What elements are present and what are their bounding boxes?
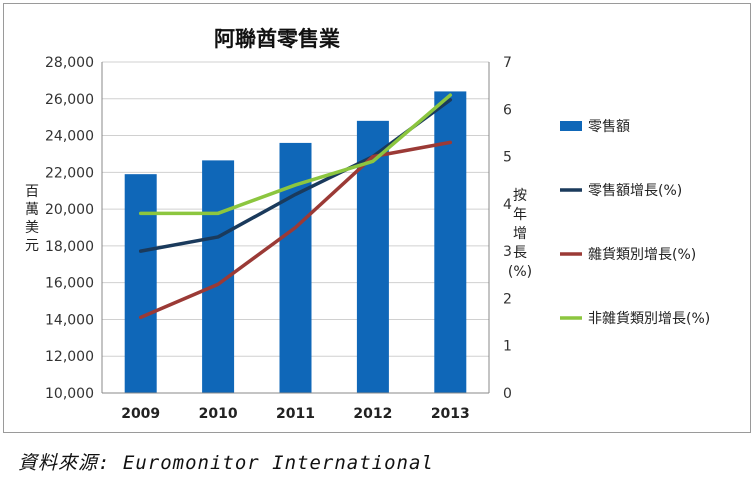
y2-tick-label: 0: [503, 386, 512, 402]
series-line: [138, 93, 453, 216]
bar: [434, 91, 467, 393]
legend-label: 零售額: [588, 119, 630, 135]
x-tick-label: 2009: [121, 406, 160, 422]
line-series: [138, 93, 453, 320]
legend-swatch: [560, 121, 582, 131]
y-label-char: 美: [25, 220, 39, 236]
bar-series: [124, 91, 467, 393]
x-tick-label: 2010: [199, 406, 238, 422]
y2-tick-label: 4: [503, 197, 512, 213]
y-tick-label: 14,000: [45, 312, 94, 328]
bar: [124, 174, 157, 393]
y2-tick-label: 5: [503, 150, 512, 166]
chart-frame: 10,000 12,000 14,000 16,000 18,000 20,000 22,0…: [3, 3, 751, 433]
y2-tick-label: 3: [503, 244, 512, 260]
y2-tick-label: 6: [503, 102, 512, 118]
chart-title: 阿聯酋零售業: [214, 26, 341, 51]
y-tick-label: 24,000: [45, 129, 94, 145]
y2-tick-label: 7: [503, 55, 512, 71]
y-tick-label: 18,000: [45, 239, 94, 255]
y-tick-label: 22,000: [45, 165, 94, 181]
y-tick-label: 26,000: [45, 92, 94, 108]
y2-label-part: 增: [513, 226, 527, 242]
series-line: [138, 140, 453, 320]
y2-label-part: 年: [513, 207, 527, 223]
y2-tick-label: 1: [503, 339, 512, 355]
y-label-char: 萬: [25, 202, 39, 218]
y2-label-part: 長: [513, 245, 527, 261]
source-note: 資料來源: Euromonitor International: [18, 452, 434, 474]
x-tick-label: 2012: [353, 406, 392, 422]
axes: 10,000 12,000 14,000 16,000 18,000 20,000 22,0…: [45, 55, 512, 422]
y2-label-part: (%): [508, 264, 532, 280]
y-label-char: 百: [25, 184, 39, 200]
y-tick-label: 12,000: [45, 349, 94, 365]
x-tick-label: 2011: [276, 406, 315, 422]
y-tick-label: 16,000: [45, 276, 94, 292]
x-tick-label: 2013: [431, 406, 470, 422]
y-tick-label: 20,000: [45, 202, 94, 218]
chart: 10,000 12,000 14,000 16,000 18,000 20,000 22,0…: [25, 26, 710, 422]
y2-tick-label: 2: [503, 291, 512, 307]
legend-label: 雜貨類別增長(%): [588, 246, 696, 263]
legend-label: 非雜貨類別增長(%): [588, 310, 710, 327]
y2-label-part: 按: [513, 188, 527, 204]
y-tick-label: 28,000: [45, 55, 94, 71]
legend-label: 零售額增長(%): [588, 183, 682, 199]
y-tick-label: 10,000: [45, 386, 94, 402]
y-label-char: 元: [25, 238, 39, 254]
